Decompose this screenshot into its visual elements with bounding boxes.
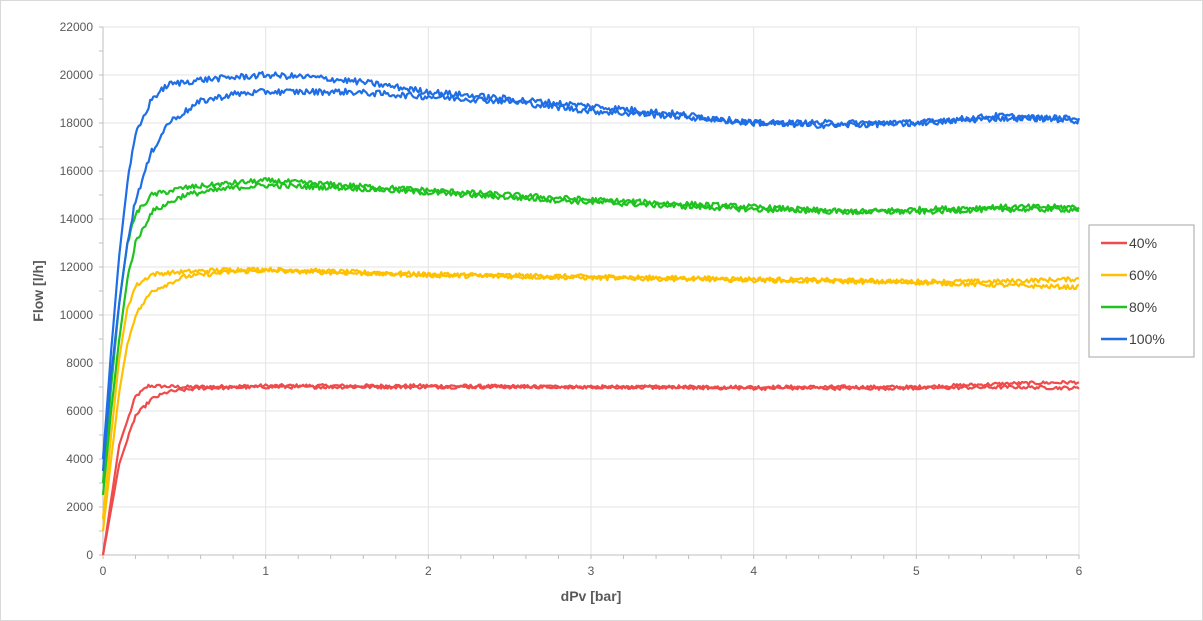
series-60-percent (101, 266, 1080, 532)
x-tick-label: 2 (425, 564, 432, 578)
y-tick-label: 8000 (66, 356, 93, 370)
series-line (101, 182, 1080, 496)
x-tick-label: 0 (100, 564, 107, 578)
y-tick-label: 12000 (60, 260, 94, 274)
y-tick-label: 16000 (60, 164, 94, 178)
series-line (101, 384, 1080, 556)
series-40-percent (101, 379, 1080, 556)
minor-ticks (99, 26, 1080, 559)
series-line (101, 87, 1080, 472)
y-tick-label: 22000 (60, 20, 94, 34)
series-line (101, 268, 1079, 532)
y-tick-label: 6000 (66, 404, 93, 418)
x-tick-label: 4 (750, 564, 757, 578)
y-tick-labels: 0 2000 4000 6000 8000 10000 12000 14000 16000 180… (60, 20, 94, 562)
y-tick-label: 0 (86, 548, 93, 562)
series-100-percent (101, 70, 1081, 472)
legend-label: 60% (1129, 267, 1157, 283)
series-layer (101, 70, 1081, 556)
grid-lines (103, 26, 1080, 555)
legend-label: 80% (1129, 299, 1157, 315)
legend-entry: 40% (1101, 235, 1157, 251)
legend: 40% 60% 80% 100% (1088, 224, 1195, 358)
x-axis-title: dPv [bar] (561, 588, 622, 604)
x-tick-label: 6 (1076, 564, 1083, 578)
legend-entry: 80% (1101, 299, 1157, 315)
x-tick-label: 5 (913, 564, 920, 578)
x-tick-labels: 0 1 2 3 4 5 6 (100, 564, 1083, 578)
legend-label: 40% (1129, 235, 1157, 251)
y-tick-label: 14000 (60, 212, 94, 226)
series-80-percent (101, 177, 1080, 496)
x-tick-label: 1 (262, 564, 269, 578)
y-tick-label: 20000 (60, 68, 94, 82)
y-tick-label: 10000 (60, 308, 94, 322)
x-tick-label: 3 (588, 564, 595, 578)
legend-entry: 60% (1101, 267, 1157, 283)
y-tick-label: 2000 (66, 500, 93, 514)
legend-label: 100% (1129, 331, 1165, 347)
y-tick-label: 18000 (60, 116, 94, 130)
y-tick-label: 4000 (66, 452, 93, 466)
y-axis-title: Flow [l/h] (30, 260, 46, 321)
legend-entry: 100% (1101, 331, 1165, 347)
legend-box (1088, 224, 1195, 358)
series-line (101, 379, 1080, 556)
